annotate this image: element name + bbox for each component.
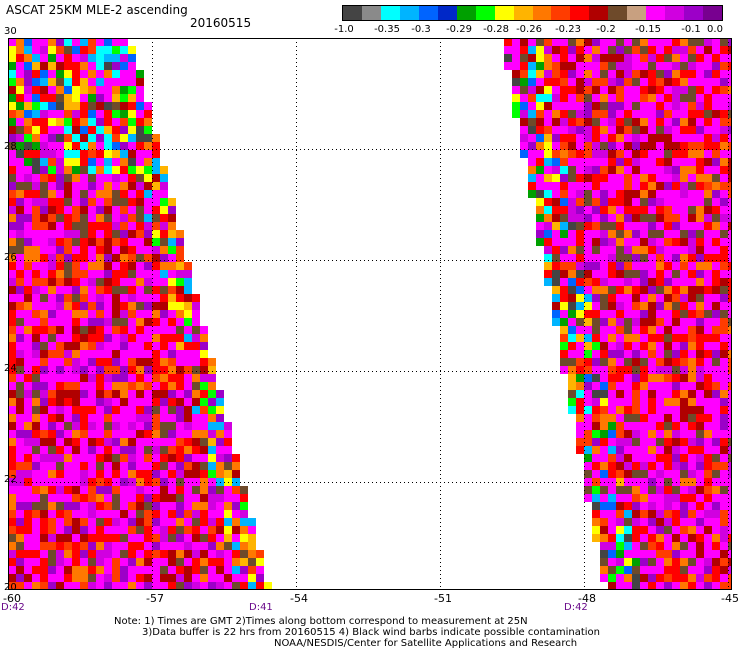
time-label-right: D:42 [564,602,588,613]
map-svg [8,38,732,590]
colorbar-segment [646,6,666,20]
lat-label-22: 22 [4,474,17,485]
lon-label-54: -54 [290,592,308,605]
colorbar-segment [343,6,362,20]
colorbar-tick-label: -0.15 [635,24,661,35]
colorbar-segment [703,6,723,20]
note-line-3: NOAA/NESDIS/Center for Satellite Applica… [274,638,578,649]
map-date: 20160515 [190,16,252,30]
lat-label-24: 24 [4,363,17,374]
colorbar-segment [589,6,609,20]
colorbar-segment [380,6,400,20]
colorbar-segment [456,6,476,20]
colorbar-tick-label: -0.29 [446,24,472,35]
colorbar-segment [418,6,438,20]
colorbar-tick-label: -0.26 [516,24,542,35]
colorbar-tick-label: -0.3 [411,24,431,35]
colorbar-segment [627,6,647,20]
time-label-left: D:42 [1,602,25,613]
colorbar-segment [551,6,571,20]
map-title: ASCAT 25KM MLE-2 ascending [6,3,188,17]
colorbar-tick-label: -0.2 [596,24,616,35]
note-line-2: 3)Data buffer is 22 hrs from 20160515 4)… [142,627,600,638]
colorbar-segment [437,6,457,20]
colorbar-segment [684,6,704,20]
colorbar-segment [608,6,628,20]
notes-block: Note: 1) Times are GMT 2)Times along bot… [114,616,600,649]
colorbar-segment [532,6,552,20]
colorbar-tick-label: -0.23 [555,24,581,35]
colorbar-segment [665,6,685,20]
lon-label-48: -48 [578,592,596,605]
colorbar-segment [494,6,514,20]
colorbar-tick-label: -1.0 [334,24,354,35]
lon-label-51: -51 [434,592,452,605]
time-label-middle: D:41 [249,602,273,613]
lat-label-30: 30 [4,26,17,37]
colorbar-tick-label: -0.28 [483,24,509,35]
lat-label-20: 20 [4,582,17,593]
colorbar-tick-label: 0.0 [707,24,723,35]
lon-label-57: -57 [146,592,164,605]
colorbar-segment [570,6,590,20]
colorbar-segment [361,6,381,20]
colorbar-segment [399,6,419,20]
map-plot [8,38,732,590]
lon-label-60: -60 [3,592,21,605]
lat-label-28: 28 [4,141,17,152]
lon-label-45: -45 [721,592,739,605]
colorbar-tick-label: -0.35 [374,24,400,35]
colorbar [342,5,723,21]
colorbar-segment [513,6,533,20]
note-line-1: Note: 1) Times are GMT 2)Times along bot… [114,616,528,627]
colorbar-segment [475,6,495,20]
lat-label-26: 26 [4,252,17,263]
colorbar-tick-label: -0.1 [681,24,701,35]
colorbar-labels: -1.0 -0.35 -0.3 -0.29 -0.28 -0.26 -0.23 -0.2 -0.… [330,24,730,36]
